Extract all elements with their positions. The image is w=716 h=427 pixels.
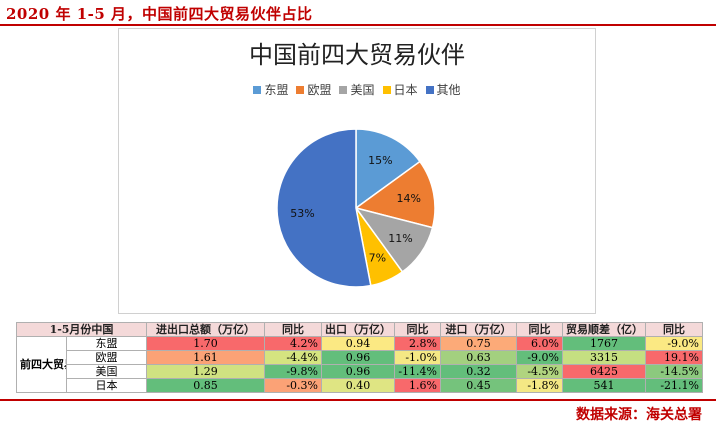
slice-label: 53% [290, 207, 314, 220]
legend-item: 美国 [339, 81, 375, 98]
column-header: 同比 [516, 322, 563, 337]
column-header: 同比 [645, 322, 703, 337]
table-row: 日本 0.85 -0.3% 0.40 1.6% 0.45 -1.8% 541 -21.1% [17, 378, 703, 393]
legend-item: 日本 [382, 81, 418, 98]
table-cell: 0.32 [440, 364, 517, 379]
table-cell: 0.63 [440, 350, 517, 365]
group-label: 前四大贸易伙伴 [16, 336, 67, 393]
table-cell: 0.94 [321, 336, 395, 351]
table-row: 欧盟 1.61 -4.4% 0.96 -1.0% 0.63 -9.0% 3315 19.1% [17, 350, 703, 365]
legend-swatch [253, 86, 262, 94]
column-header: 进口（万亿） [440, 322, 517, 337]
table-cell: 1.70 [146, 336, 265, 351]
table-cell: -4.5% [516, 364, 563, 379]
column-header: 进出口总额（万亿） [146, 322, 265, 337]
table-row: 美国 1.29 -9.8% 0.96 -11.4% 0.32 -4.5% 6425 -14.5% [17, 364, 703, 379]
table-cell: 4.2% [264, 336, 322, 351]
legend-label: 日本 [393, 83, 418, 97]
partner-name: 东盟 [66, 336, 147, 351]
legend-swatch [425, 86, 434, 94]
table-cell: 0.96 [321, 350, 395, 365]
table-cell: -9.8% [264, 364, 322, 379]
column-header: 1-5月份中国 [16, 322, 147, 337]
legend-item: 其他 [425, 81, 461, 98]
table-row: 前四大贸易伙伴东盟1.704.2%0.942.8%0.756.0%1767-9.… [16, 336, 703, 393]
table-cell: 3315 [562, 350, 646, 365]
table-cell: 1.29 [146, 364, 265, 379]
slice-label: 11% [388, 232, 412, 245]
table-cell: 1767 [562, 336, 646, 351]
slice-label: 7% [369, 251, 386, 264]
column-header: 贸易顺差（亿） [562, 322, 646, 337]
table-header-row: 1-5月份中国 进出口总额（万亿） 同比 出口（万亿） 同比 进口（万亿） 同比 贸易顺差（亿… [16, 322, 703, 337]
chart-legend: 东盟 欧盟 美国 日本 其他 [119, 81, 595, 98]
chart-title: 中国前四大贸易伙伴 [249, 41, 465, 69]
partner-name: 日本 [66, 378, 147, 393]
column-header: 同比 [264, 322, 322, 337]
table-cell: 19.1% [645, 350, 703, 365]
table-cell: 0.75 [440, 336, 517, 351]
table-cell: 1.61 [146, 350, 265, 365]
legend-swatch [339, 86, 348, 94]
table-cell: 6.0% [516, 336, 563, 351]
table-cell: 0.40 [321, 378, 395, 393]
legend-swatch [296, 86, 305, 94]
pie-chart-panel: 中国前四大贸易伙伴 东盟 欧盟 美国 日本 其他 15% 14% 11% 7% 53% [118, 28, 596, 314]
table-cell: -4.4% [264, 350, 322, 365]
table-cell: -1.8% [516, 378, 563, 393]
partner-name: 美国 [66, 364, 147, 379]
legend-label: 美国 [350, 83, 375, 97]
pie-slice [354, 160, 436, 229]
report-header: 2020 年 1-5 月，中国前四大贸易伙伴占比 [0, 0, 716, 26]
table-cell: -9.0% [645, 336, 703, 351]
table-cell: -0.3% [264, 378, 322, 393]
legend-label: 其他 [436, 83, 461, 97]
trade-partner-table: 1-5月份中国 进出口总额（万亿） 同比 出口（万亿） 同比 进口（万亿） 同比 贸易顺差（亿… [16, 322, 703, 393]
legend-swatch [382, 86, 391, 94]
table-cell: 0.85 [146, 378, 265, 393]
table-cell: 2.8% [394, 336, 441, 351]
data-source: 数据来源：海关总署 [576, 407, 702, 423]
table-cell: 0.45 [440, 378, 517, 393]
table-cell: 0.96 [321, 364, 395, 379]
legend-label: 欧盟 [307, 83, 332, 97]
partner-name: 欧盟 [66, 350, 147, 365]
table-cell: -9.0% [516, 350, 563, 365]
pie-chart: 15% 14% 11%7% 53% [276, 128, 436, 288]
table-cell: 541 [562, 378, 646, 393]
table-cell: 1.6% [394, 378, 441, 393]
legend-item: 欧盟 [296, 81, 331, 98]
column-header: 出口（万亿） [321, 322, 395, 337]
report-title: 2020 年 1-5 月，中国前四大贸易伙伴占比 [6, 5, 313, 23]
footer-divider [0, 399, 716, 401]
slice-label: 15% [368, 154, 392, 167]
legend-item: 东盟 [253, 81, 288, 98]
pie-slice [355, 128, 421, 210]
table-cell: -14.5% [645, 364, 703, 379]
legend-label: 东盟 [264, 83, 289, 97]
header-divider [0, 24, 716, 26]
table-cell: -1.0% [394, 350, 441, 365]
table-cell: -11.4% [394, 364, 441, 379]
slice-label: 14% [397, 192, 421, 205]
column-header: 同比 [394, 322, 441, 337]
table-cell: 6425 [562, 364, 646, 379]
pie-slice [276, 128, 372, 288]
table-cell: -21.1% [645, 378, 703, 393]
